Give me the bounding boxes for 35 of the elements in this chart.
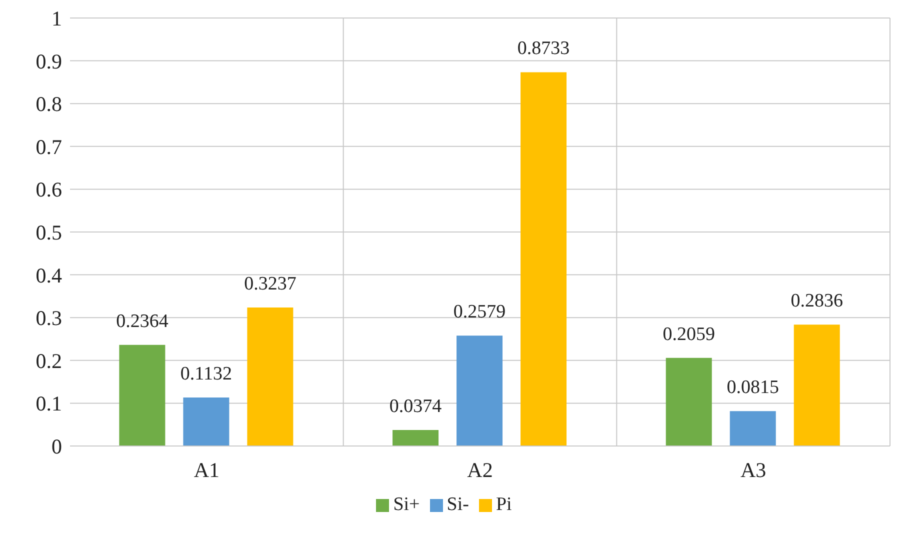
bar [730, 411, 776, 446]
legend-label: Pi [496, 494, 512, 515]
data-label: 0.0815 [726, 377, 779, 398]
bar [794, 324, 840, 446]
x-tick-label: A3 [740, 458, 766, 482]
y-tick-label: 0.3 [36, 306, 62, 330]
bar [247, 307, 294, 446]
y-tick-label: 0.8 [36, 92, 62, 116]
data-label: 0.0374 [389, 396, 442, 417]
legend-label: Si+ [393, 494, 420, 515]
bar [183, 398, 230, 446]
bar [666, 358, 712, 446]
bar [392, 430, 439, 446]
data-label: 0.1132 [180, 364, 232, 385]
y-tick-label: 0.4 [36, 263, 62, 288]
bar [456, 336, 503, 446]
y-tick-label: 1 [52, 6, 62, 30]
bar [119, 344, 166, 446]
legend-label: Si- [446, 494, 469, 515]
x-tick-label: A1 [194, 458, 220, 482]
data-label: 0.8733 [517, 38, 570, 60]
bar [520, 72, 567, 446]
data-label: 0.2836 [790, 290, 843, 312]
y-tick-label: 0.6 [36, 178, 62, 202]
data-label: 0.2579 [453, 302, 506, 323]
data-label: 0.2059 [662, 324, 715, 345]
x-tick-label: A2 [467, 458, 493, 482]
y-tick-label: 0.2 [36, 348, 62, 373]
y-tick-label: 0.1 [36, 392, 62, 416]
y-tick-label: 0 [52, 434, 62, 458]
y-tick-label: 0.9 [36, 49, 62, 74]
data-label: 0.2364 [116, 310, 169, 332]
y-tick-label: 0.7 [36, 134, 62, 159]
data-label: 0.3237 [244, 273, 296, 294]
y-tick-label: 0.5 [36, 220, 62, 244]
